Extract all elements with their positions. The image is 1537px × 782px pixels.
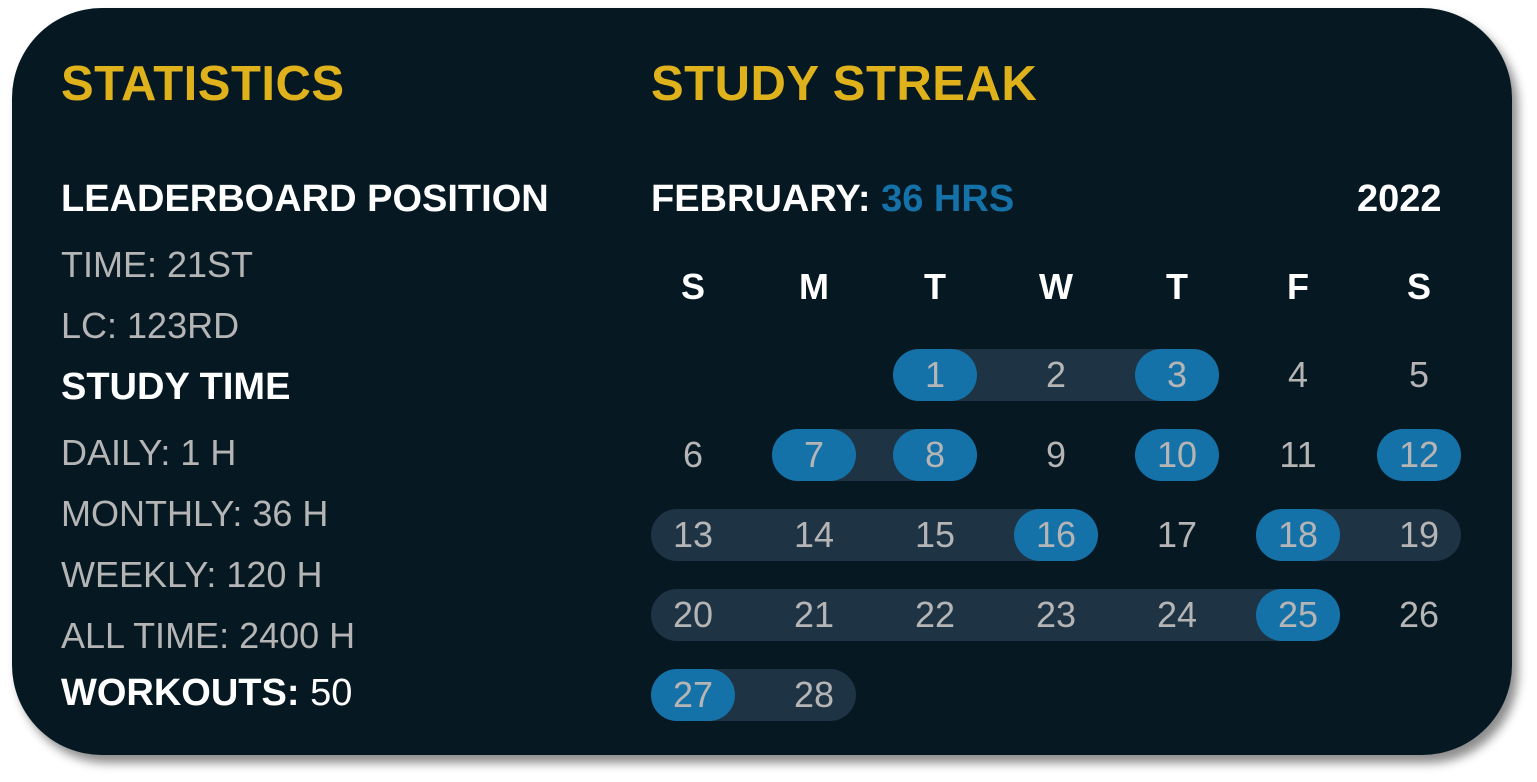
study-all-time: ALL TIME: 2400 H bbox=[61, 615, 356, 656]
calendar-day[interactable]: 7 bbox=[803, 434, 825, 475]
calendar-day[interactable]: 26 bbox=[1398, 594, 1440, 635]
calendar-day[interactable]: 19 bbox=[1398, 514, 1440, 555]
calendar-day[interactable]: 8 bbox=[924, 434, 946, 475]
month-summary: FEBRUARY: 36 HRS bbox=[651, 178, 1014, 221]
study-time-heading: STUDY TIME bbox=[61, 366, 291, 408]
calendar-day[interactable]: 18 bbox=[1277, 514, 1319, 555]
weekday-header: T bbox=[1166, 266, 1188, 307]
calendar-day[interactable]: 27 bbox=[672, 674, 714, 715]
studied-day-highlight bbox=[651, 669, 735, 721]
studied-day-highlight bbox=[1377, 429, 1461, 481]
study-weekly: WEEKLY: 120 H bbox=[61, 554, 323, 595]
leaderboard-time: TIME: 21ST bbox=[61, 244, 254, 285]
calendar-day[interactable]: 4 bbox=[1287, 354, 1309, 395]
leaderboard-heading: LEADERBOARD POSITION bbox=[61, 178, 549, 220]
calendar-day[interactable]: 2 bbox=[1045, 354, 1067, 395]
studied-day-highlight bbox=[1135, 429, 1219, 481]
month-label: FEBRUARY: bbox=[651, 178, 871, 220]
calendar-day[interactable]: 16 bbox=[1035, 514, 1077, 555]
calendar-day[interactable]: 17 bbox=[1156, 514, 1198, 555]
workouts-value: 50 bbox=[310, 672, 353, 714]
calendar-day[interactable]: 10 bbox=[1156, 434, 1198, 475]
studied-day-highlight bbox=[1014, 509, 1098, 561]
studied-day-highlight bbox=[893, 349, 977, 401]
leaderboard-lc: LC: 123RD bbox=[61, 305, 240, 346]
calendar-day[interactable]: 3 bbox=[1166, 354, 1188, 395]
streak-band bbox=[651, 589, 1340, 641]
workouts: WORKOUTS: 50 bbox=[61, 672, 352, 715]
calendar-day[interactable]: 20 bbox=[672, 594, 714, 635]
calendar-day[interactable]: 21 bbox=[793, 594, 835, 635]
calendar-day[interactable]: 6 bbox=[682, 434, 704, 475]
weekday-header: S bbox=[680, 266, 705, 307]
month-hours: 36 HRS bbox=[881, 178, 1015, 220]
weekday-header: T bbox=[924, 266, 946, 307]
calendar-day[interactable]: 24 bbox=[1156, 594, 1198, 635]
workouts-label: WORKOUTS: bbox=[61, 672, 300, 714]
studied-day-highlight bbox=[1135, 349, 1219, 401]
calendar-day[interactable]: 14 bbox=[793, 514, 835, 555]
calendar-day[interactable]: 5 bbox=[1408, 354, 1430, 395]
calendar-day[interactable]: 9 bbox=[1045, 434, 1067, 475]
study-streak-title: STUDY STREAK bbox=[651, 57, 1038, 111]
calendar-day[interactable]: 1 bbox=[924, 354, 946, 395]
weekday-header: M bbox=[799, 266, 829, 307]
study-monthly: MONTHLY: 36 H bbox=[61, 493, 329, 534]
weekday-header: S bbox=[1406, 266, 1431, 307]
calendar-day[interactable]: 13 bbox=[672, 514, 714, 555]
calendar-day[interactable]: 12 bbox=[1398, 434, 1440, 475]
calendar-day[interactable]: 28 bbox=[793, 674, 835, 715]
weekday-header: F bbox=[1287, 266, 1309, 307]
statistics-title: STATISTICS bbox=[61, 57, 345, 111]
calendar-day[interactable]: 15 bbox=[914, 514, 956, 555]
studied-day-highlight bbox=[1256, 589, 1340, 641]
study-daily: DAILY: 1 H bbox=[61, 432, 237, 473]
year-label: 2022 bbox=[1357, 178, 1442, 220]
weekday-header: W bbox=[1039, 266, 1073, 307]
calendar-day[interactable]: 25 bbox=[1277, 594, 1319, 635]
calendar-day[interactable]: 22 bbox=[914, 594, 956, 635]
calendar-day[interactable]: 23 bbox=[1035, 594, 1077, 635]
studied-day-highlight bbox=[1256, 509, 1340, 561]
calendar-day[interactable]: 11 bbox=[1279, 434, 1317, 475]
studied-day-highlight bbox=[893, 429, 977, 481]
studied-day-highlight bbox=[772, 429, 856, 481]
